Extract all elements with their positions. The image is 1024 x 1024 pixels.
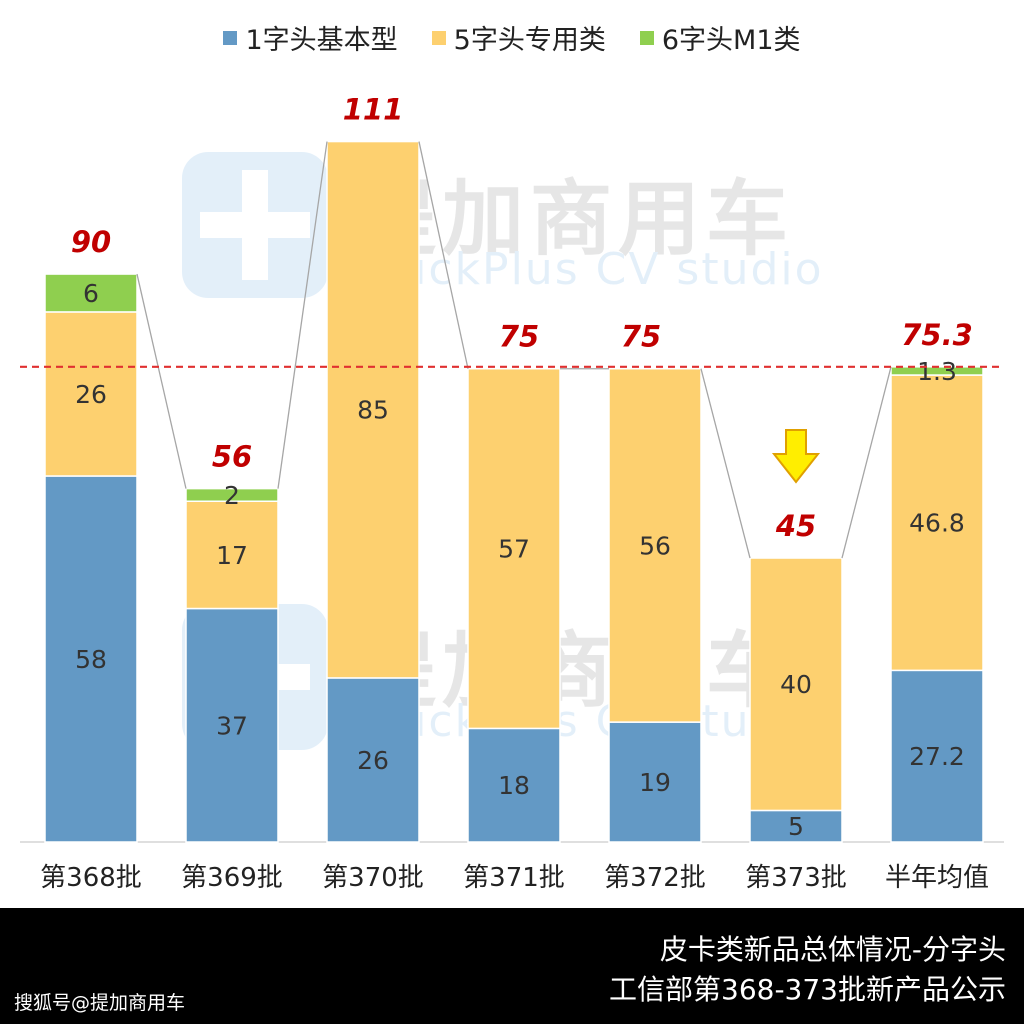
total-label: 111 (343, 93, 404, 127)
footer-title: 皮卡类新品总体情况-分字头 (659, 933, 1006, 966)
segment-label: 46.8 (909, 509, 965, 538)
category-label: 第372批 (604, 863, 706, 893)
bar-segment (608, 367, 702, 723)
bar-segment (185, 487, 279, 502)
total-label: 75 (499, 320, 539, 354)
segment-label: 26 (357, 746, 389, 775)
connector-line (700, 368, 751, 559)
footer-banner: 皮卡类新品总体情况-分字头 工信部第368-373批新产品公示 搜狐号@提加商用… (0, 908, 1024, 1024)
category-label: 第370批 (322, 863, 424, 893)
segment-label: 58 (75, 645, 107, 674)
bar-segment (749, 809, 843, 843)
segment-label: 85 (357, 396, 389, 425)
category-label: 第373批 (745, 863, 847, 893)
connector-line (277, 141, 328, 489)
bar-segment (467, 367, 561, 730)
legend-swatch-series-2 (431, 30, 446, 45)
legend-label-series-1: 1字头基本型 (245, 25, 398, 56)
segment-label: 5 (788, 812, 804, 841)
total-label: 90 (71, 225, 111, 259)
legend-swatch-series-3 (639, 30, 654, 45)
segment-label: 40 (780, 670, 812, 699)
legend-item-series-1: 1字头基本型 (223, 18, 398, 57)
chart-legend: 1字头基本型 5字头专用类 6字头M1类 (0, 18, 1024, 57)
footer-source: 搜狐号@提加商用车 (14, 992, 186, 1014)
total-label: 56 (212, 440, 252, 474)
category-label: 第368批 (40, 863, 142, 893)
category-label: 第371批 (463, 863, 565, 893)
total-label: 75.3 (901, 318, 973, 352)
segment-label: 56 (639, 531, 671, 560)
connector-line (841, 366, 892, 559)
stacked-bar-chart: 58 26 6 37 17 2 26 85 18 57 19 56 5 40 27.2 46.8 1.3 90 56… (20, 93, 1004, 893)
legend-item-series-2: 5字头专用类 (431, 18, 606, 57)
segment-label: 19 (639, 768, 671, 797)
legend-item-series-3: 6字头M1类 (639, 18, 801, 57)
bar-segment (44, 475, 138, 843)
segment-label: 17 (216, 541, 248, 570)
bar-segment (608, 721, 702, 843)
bar-segment (185, 607, 279, 843)
segment-label: 26 (75, 380, 107, 409)
bar-segment (326, 140, 420, 679)
bar-segment (467, 727, 561, 843)
bar-segment (890, 669, 984, 843)
total-label: 75 (621, 320, 661, 354)
segment-label: 27.2 (909, 742, 965, 771)
bar-segment (185, 500, 279, 610)
down-arrow-icon (771, 429, 821, 484)
connector-line (418, 141, 469, 369)
segment-label: 37 (216, 711, 248, 740)
bar-segment (326, 677, 420, 843)
category-label: 第369批 (181, 863, 283, 893)
bar-segment (749, 557, 843, 812)
category-label: 半年均值 (885, 863, 989, 893)
segment-label: 6 (83, 279, 99, 308)
legend-swatch-series-1 (223, 30, 238, 45)
bar-segment (44, 311, 138, 477)
bar-segment (890, 374, 984, 672)
connector-line (136, 273, 187, 489)
legend-label-series-3: 6字头M1类 (661, 25, 801, 56)
segment-label: 18 (498, 771, 530, 800)
segment-label: 1.3 (917, 357, 957, 386)
bar-segment (44, 273, 138, 313)
legend-label-series-2: 5字头专用类 (453, 25, 606, 56)
footer-subtitle: 工信部第368-373批新产品公示 (609, 973, 1006, 1006)
segment-label: 57 (498, 535, 530, 564)
segment-label: 2 (224, 481, 240, 510)
total-label: 45 (775, 509, 816, 543)
